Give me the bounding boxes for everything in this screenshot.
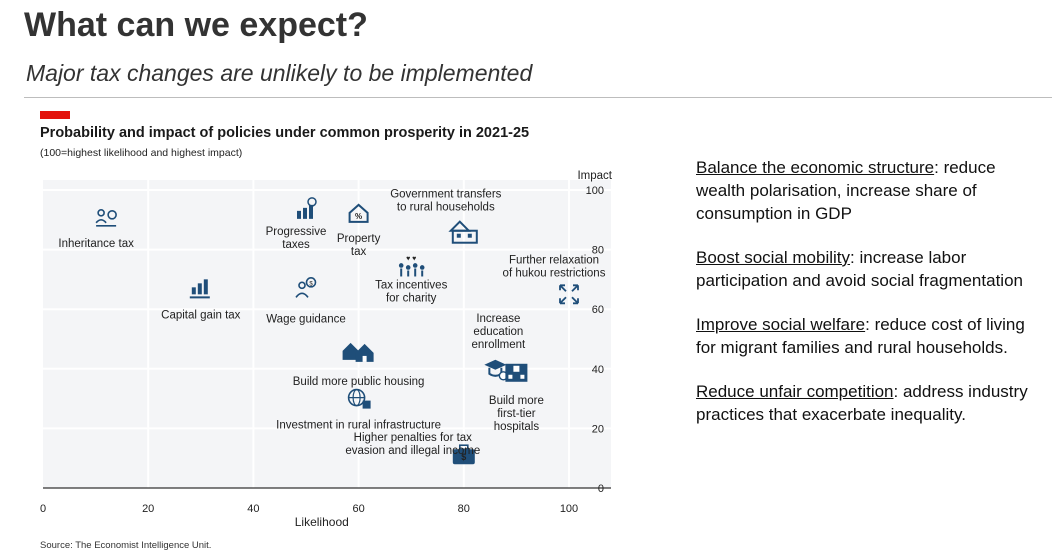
point-label: Investment in rural infrastructure bbox=[276, 420, 441, 432]
point-label: Build more first-tier hospitals bbox=[489, 395, 544, 433]
y-tick-label: 40 bbox=[592, 364, 604, 376]
y-tick-label: 80 bbox=[592, 245, 604, 257]
chart-point: Increase education enrollment bbox=[472, 313, 526, 381]
coin-stack-icon bbox=[297, 197, 317, 219]
x-tick-label: 0 bbox=[40, 503, 46, 515]
chart-source: Source: The Economist Intelligence Unit. bbox=[40, 540, 212, 551]
objective-heading: Improve social welfare bbox=[696, 315, 866, 334]
y-tick-label: 60 bbox=[592, 304, 604, 316]
point-label: Inheritance tax bbox=[58, 238, 134, 250]
chart-point: % Property tax bbox=[337, 203, 381, 258]
chart-point: ♥ ♥ Tax incentives for charity bbox=[375, 255, 447, 304]
accent-bar bbox=[40, 111, 70, 119]
point-label: Progressive taxes bbox=[266, 226, 327, 251]
chart-point: $ Wage guidance bbox=[266, 277, 346, 325]
inheritance-icon bbox=[95, 209, 117, 227]
chart-point: Build more first-tier hospitals bbox=[489, 363, 544, 433]
money-case-icon: $ bbox=[452, 444, 475, 465]
svg-text:%: % bbox=[355, 212, 362, 221]
title-divider bbox=[24, 97, 1052, 98]
chart-point: Investment in rural infrastructure bbox=[276, 388, 441, 432]
chart-point: Progressive taxes bbox=[266, 197, 327, 251]
point-label: Wage guidance bbox=[266, 313, 346, 325]
objective-heading: Reduce unfair competition bbox=[696, 382, 894, 401]
chart-subtitle: (100=highest likelihood and highest impa… bbox=[40, 147, 243, 159]
chart-point: Build more public housing bbox=[293, 342, 425, 388]
chart-point: Inheritance tax bbox=[58, 209, 134, 250]
x-tick-label: 100 bbox=[560, 503, 578, 515]
x-tick-label: 60 bbox=[352, 503, 364, 515]
objective-item: Improve social welfare: reduce cost of l… bbox=[696, 313, 1036, 359]
objective-item: Balance the economic structure: reduce w… bbox=[696, 156, 1036, 225]
svg-text:$: $ bbox=[461, 452, 466, 462]
slide-subtitle: Major tax changes are unlikely to be imp… bbox=[26, 60, 533, 86]
x-tick-label: 20 bbox=[142, 503, 154, 515]
x-axis-label: Likelihood bbox=[295, 515, 349, 529]
y-tick-label: 0 bbox=[598, 483, 604, 495]
objective-text: : reduce wealth polarisation, increase s… bbox=[696, 158, 996, 223]
point-label: Property tax bbox=[337, 233, 381, 258]
point-label: Increase education enrollment bbox=[472, 313, 526, 351]
objective-heading: Balance the economic structure bbox=[696, 158, 935, 177]
houses-icon bbox=[342, 342, 374, 362]
x-tick-label: 80 bbox=[458, 503, 470, 515]
graduate-icon bbox=[484, 359, 509, 381]
svg-text:♥ ♥: ♥ ♥ bbox=[406, 255, 416, 262]
axis-ticks: 0 20 40 60 80 100 0 20 40 60 80 100 bbox=[40, 185, 604, 515]
chart-point: Further relaxation of hukou restrictions bbox=[503, 254, 606, 305]
bar-chart-icon bbox=[189, 279, 210, 299]
objective-item: Boost social mobility: increase labor pa… bbox=[696, 246, 1036, 292]
globe-building-icon bbox=[347, 388, 371, 409]
chart-point: Capital gain tax bbox=[161, 279, 241, 321]
y-axis-label: Impact bbox=[577, 170, 612, 182]
point-label: Tax incentives for charity bbox=[375, 279, 447, 304]
plot-area bbox=[43, 180, 611, 488]
objectives-list: Balance the economic structure: reduce w… bbox=[696, 156, 1036, 447]
point-label: Capital gain tax bbox=[161, 309, 241, 321]
point-label: Government transfers to rural households bbox=[390, 189, 501, 214]
people-hearts-icon: ♥ ♥ bbox=[398, 255, 425, 277]
house-hand-icon: % bbox=[348, 203, 369, 223]
point-label: Further relaxation of hukou restrictions bbox=[503, 254, 606, 279]
chart-points: Inheritance tax Progressive taxes% Property… bbox=[58, 189, 606, 465]
point-label: Build more public housing bbox=[293, 376, 425, 388]
point-label: Higher penalties for tax evasion and ille… bbox=[345, 432, 480, 457]
expand-arrows-icon bbox=[559, 284, 579, 305]
x-tick-label: 40 bbox=[247, 503, 259, 515]
objective-text: : address industry practices that exacer… bbox=[696, 382, 1028, 424]
chart-title: Probability and impact of policies under… bbox=[40, 125, 530, 141]
objective-text: : reduce cost of living for migrant fami… bbox=[696, 315, 1025, 357]
objective-heading: Boost social mobility bbox=[696, 248, 851, 267]
chart-point: Government transfers to rural households bbox=[390, 189, 502, 244]
farmhouse-icon bbox=[448, 220, 478, 244]
objective-item: Reduce unfair competition: address indus… bbox=[696, 380, 1036, 426]
slide-title: What can we expect? bbox=[24, 6, 368, 44]
chart-point: $Higher penalties for tax evasion and ill… bbox=[345, 432, 480, 465]
hospital-icon bbox=[505, 363, 528, 382]
y-tick-label: 20 bbox=[592, 423, 604, 435]
svg-text:$: $ bbox=[309, 281, 313, 287]
plot-background bbox=[43, 180, 611, 488]
person-coin-icon: $ bbox=[295, 277, 317, 298]
chart-grid bbox=[43, 180, 611, 489]
y-tick-label: 100 bbox=[586, 185, 604, 197]
objective-text: : increase labor participation and avoid… bbox=[696, 248, 1023, 290]
